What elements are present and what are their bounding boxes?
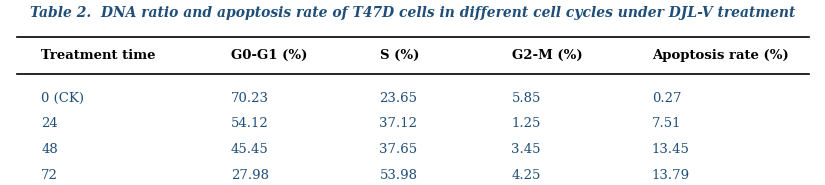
Text: 0 (CK): 0 (CK) (41, 92, 84, 105)
Text: 13.79: 13.79 (652, 169, 690, 182)
Text: 45.45: 45.45 (231, 143, 269, 156)
Text: 5.85: 5.85 (512, 92, 541, 105)
Text: 23.65: 23.65 (380, 92, 417, 105)
Text: 4.25: 4.25 (512, 169, 541, 182)
Text: 48: 48 (41, 143, 58, 156)
Text: Apoptosis rate (%): Apoptosis rate (%) (652, 49, 789, 62)
Text: 24: 24 (41, 117, 58, 130)
Text: Treatment time: Treatment time (41, 49, 156, 62)
Text: G0-G1 (%): G0-G1 (%) (231, 49, 308, 62)
Text: 3.45: 3.45 (512, 143, 541, 156)
Text: 72: 72 (41, 169, 58, 182)
Text: 7.51: 7.51 (652, 117, 681, 130)
Text: 27.98: 27.98 (231, 169, 269, 182)
Text: G2-M (%): G2-M (%) (512, 49, 582, 62)
Text: 13.45: 13.45 (652, 143, 690, 156)
Text: 1.25: 1.25 (512, 117, 541, 130)
Text: 70.23: 70.23 (231, 92, 269, 105)
Text: Table 2.  DNA ratio and apoptosis rate of T47D cells in different cell cycles un: Table 2. DNA ratio and apoptosis rate of… (30, 6, 795, 20)
Text: 54.12: 54.12 (231, 117, 269, 130)
Text: 37.65: 37.65 (380, 143, 417, 156)
Text: 37.12: 37.12 (380, 117, 417, 130)
Text: 0.27: 0.27 (652, 92, 681, 105)
Text: 53.98: 53.98 (380, 169, 417, 182)
Text: S (%): S (%) (380, 49, 419, 62)
